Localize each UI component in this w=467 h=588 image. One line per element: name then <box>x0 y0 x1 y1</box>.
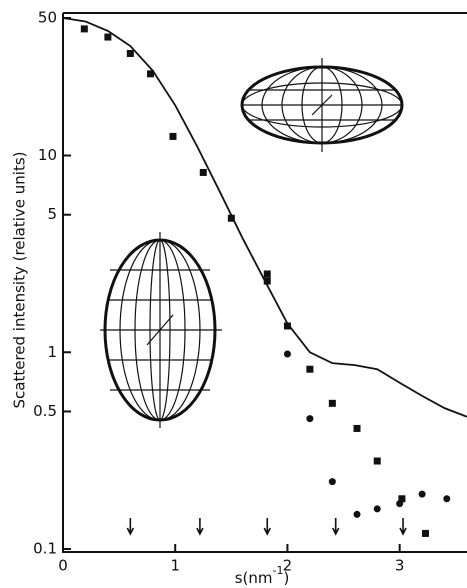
square-point <box>147 70 155 78</box>
circle-point <box>373 505 381 513</box>
arrow-marker <box>196 518 204 536</box>
square-point <box>306 365 314 373</box>
y-tick-label: 50 <box>38 8 57 26</box>
x-tick-label: 3 <box>395 557 405 575</box>
y-tick-label: 1 <box>47 343 57 361</box>
x-label-part: ) <box>283 569 289 587</box>
square-point <box>398 495 406 503</box>
circle-point <box>443 495 451 503</box>
y-tick-label: 0.1 <box>33 540 57 558</box>
y-axis-label: Scattered intensity (relative units) <box>11 151 29 408</box>
square-point <box>199 168 207 176</box>
square-point <box>263 277 271 285</box>
square-point <box>227 214 235 222</box>
square-point <box>353 424 361 432</box>
circle-point <box>328 478 336 486</box>
arrow-marker <box>263 518 271 536</box>
arrow-marker <box>399 518 407 536</box>
x-tick-label: 0 <box>58 557 68 575</box>
x-label-part: s(nm <box>235 569 273 587</box>
square-point <box>328 399 336 407</box>
y-tick-label: 5 <box>47 205 57 223</box>
square-point <box>421 529 429 537</box>
circle-point <box>396 500 404 508</box>
arrow-marker <box>331 518 340 536</box>
circle-point <box>353 510 361 518</box>
square-point <box>263 270 271 278</box>
y-tick-label: 0.5 <box>33 402 57 420</box>
y-tick-label: 10 <box>38 146 57 164</box>
x-tick-label: 1 <box>170 557 180 575</box>
x-label-exp: -1 <box>272 564 283 577</box>
circle-point <box>306 415 314 423</box>
x-tick-label: 2 <box>283 557 293 575</box>
square-point <box>373 457 381 465</box>
square-point <box>169 132 177 140</box>
arrow-marker <box>126 518 135 536</box>
square-point <box>80 25 88 33</box>
square-point <box>104 33 112 41</box>
square-point <box>126 49 134 57</box>
model-curve <box>62 17 467 418</box>
square-point <box>283 322 291 330</box>
ellipsoid-prolate <box>100 232 222 428</box>
circle-point <box>418 490 426 498</box>
ellipsoid-oblate <box>240 58 404 152</box>
circle-point <box>283 350 291 358</box>
x-axis-label: s(nm-1) <box>235 564 290 587</box>
